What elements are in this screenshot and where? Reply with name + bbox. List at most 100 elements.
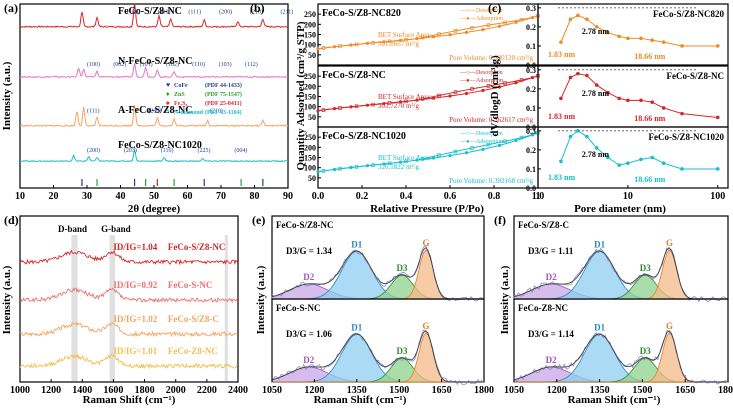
desorption-point <box>371 163 375 167</box>
fit-sample-name: FeCo-S/Z8-C <box>518 220 569 230</box>
pore-point <box>715 115 720 120</box>
pore-point <box>594 83 599 87</box>
xrd-series-line <box>19 3 289 29</box>
bet-area-label: BET Surface Area: <box>378 154 431 162</box>
legend-text: Fe₇S₈ <box>174 101 187 107</box>
adsorption-point <box>316 47 320 51</box>
pore-peak-label: 2.78 nm <box>582 27 609 36</box>
fit-ratio: D3/G = 1.14 <box>528 329 574 339</box>
pore-point <box>680 44 684 48</box>
d-band-label: D-band <box>58 224 87 234</box>
ytick-c-label: 0.2 <box>526 146 536 155</box>
desorption-point <box>437 32 441 36</box>
hkl-label: (203) <box>124 147 137 154</box>
desorption-point <box>404 159 408 164</box>
pore-point <box>617 96 621 101</box>
adsorption-point <box>365 164 370 168</box>
ytick-b-label: 50 <box>308 113 316 122</box>
desorption-point <box>371 41 375 45</box>
hkl-label: (004) <box>234 147 247 154</box>
desorption-point <box>338 106 342 110</box>
adsorption-point <box>415 98 419 102</box>
xrd-series-name: FeCo-S/Z8-NC <box>118 6 182 17</box>
fit-component-label: D2 <box>303 355 314 365</box>
hkl-label: (112) <box>245 61 258 68</box>
adsorption-point <box>464 151 469 155</box>
x-axis-label-f: Raman Shift (cm⁻¹) <box>568 394 661 406</box>
ytick-c-label: 0.1 <box>526 42 536 51</box>
desorption-point <box>519 135 524 140</box>
y-axis-label-c: dV/dlogD (cm³/g) <box>489 55 501 137</box>
pore-peak-label: 1.83 nm <box>548 173 575 182</box>
desorption-point <box>338 44 342 48</box>
desorption-point <box>354 165 359 169</box>
x-axis-label-d: Raman Shift (cm⁻¹) <box>83 394 176 406</box>
pore-frame <box>537 126 729 189</box>
desorption-point <box>519 17 524 22</box>
ytick-b-label: 150 <box>304 154 316 163</box>
legend-marker: ♠ <box>166 99 170 107</box>
legend-adsorption: Adsorption <box>476 139 503 145</box>
adsorption-point <box>382 162 386 166</box>
panel-label-c: (c) <box>488 1 501 15</box>
pore-peak-label: 18.66 nm <box>634 175 665 184</box>
fit-component-label: G <box>666 321 673 331</box>
desorption-point <box>453 149 458 154</box>
adsorption-point <box>530 133 535 137</box>
adsorption-point <box>497 24 502 28</box>
fit-component-label: D2 <box>546 272 557 282</box>
fit-component-label: D3 <box>397 263 408 273</box>
adsorption-point <box>481 147 485 151</box>
legend-ref: (PDF 25-0411) <box>205 100 242 107</box>
legend-marker: —○— <box>459 131 477 137</box>
pore-point <box>650 38 655 43</box>
legend-marker: * <box>166 108 170 116</box>
pore-peak-label: 1.83 nm <box>548 112 575 121</box>
fit-sample-name: FeCo-Z8-NC <box>518 303 568 313</box>
xtick-d-label: 2000 <box>166 385 186 396</box>
adsorption-point <box>365 41 370 46</box>
raman-series-line <box>19 249 239 266</box>
xrd-series-line <box>19 148 289 163</box>
adsorption-point <box>448 94 452 98</box>
raman-series-line <box>19 287 239 304</box>
adsorption-point <box>398 100 403 104</box>
legend-desorption: Desorption <box>476 131 503 137</box>
pore-peak-label: 2.78 nm <box>582 150 609 159</box>
panel-label-a: (a) <box>4 1 18 15</box>
adsorption-point <box>514 81 518 85</box>
adsorption-point <box>316 109 320 113</box>
panel-label-e: (e) <box>252 213 265 227</box>
xtick-fit-label: 1650 <box>675 385 695 396</box>
ytick-b-label: 100 <box>304 103 316 112</box>
xtick-b-label: 0.6 <box>444 191 457 202</box>
ytick-b-label: 100 <box>304 41 316 50</box>
adsorption-point <box>332 45 337 49</box>
legend-marker: ♦ <box>166 90 170 98</box>
ytick-b-label: 50 <box>308 174 316 183</box>
desorption-point <box>420 35 425 40</box>
panel-f: (f) D2 D1 D3 G FeCo-S/Z8-C D3/G = 1.11 D2 D1 D3 G… <box>494 213 733 406</box>
ytick-c-label: 0.1 <box>526 165 536 174</box>
ytick-b-label: 150 <box>304 93 316 102</box>
raman-sample-name: FeCo-Z8-NC <box>168 346 218 356</box>
adsorption-point <box>349 43 353 47</box>
x-axis-label-b: Relative Pressure (P/Po) <box>370 203 484 215</box>
ytick-c-label: 0.3 <box>526 4 536 13</box>
xtick-d-label: 1000 <box>10 385 30 396</box>
pore-point <box>606 90 610 95</box>
ytick-c-label: 0.0 <box>526 123 536 132</box>
adsorption-point <box>448 153 452 158</box>
bet-area-label: BET Surface Area: <box>378 31 431 39</box>
pore-point <box>576 71 580 76</box>
panel-label-f: (f) <box>494 213 506 227</box>
pore-point <box>680 111 684 116</box>
desorption-point <box>387 39 392 44</box>
desorption-point <box>453 90 458 94</box>
adsorption-point <box>332 107 337 111</box>
desorption-point <box>387 101 392 105</box>
hkl-label: (225) <box>198 147 211 154</box>
g-band-highlight <box>109 235 115 381</box>
legend-ref: (PDF 75-1547) <box>205 91 242 98</box>
